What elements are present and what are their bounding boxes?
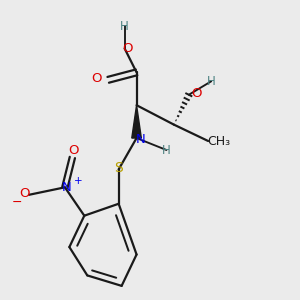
Text: CH₃: CH₃ <box>207 134 230 148</box>
Text: O: O <box>122 42 133 55</box>
Text: H: H <box>207 75 216 88</box>
Text: H: H <box>120 20 129 33</box>
Text: S: S <box>114 161 123 175</box>
Text: O: O <box>91 72 101 85</box>
Text: N: N <box>61 181 71 194</box>
Text: O: O <box>69 143 79 157</box>
Polygon shape <box>132 105 141 138</box>
Text: +: + <box>74 176 82 186</box>
Text: −: − <box>12 196 22 209</box>
Text: N: N <box>135 133 145 146</box>
Text: O: O <box>19 187 30 200</box>
Text: O: O <box>191 87 202 100</box>
Text: H: H <box>162 143 171 157</box>
